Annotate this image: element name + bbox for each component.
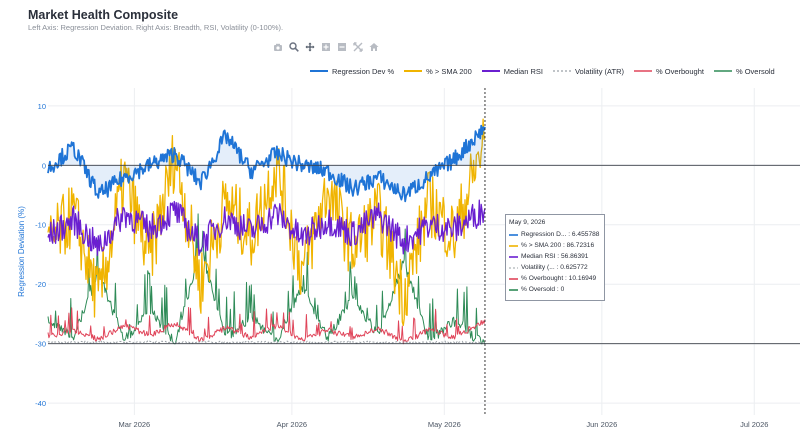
series-line-pct-overbought xyxy=(47,307,486,345)
legend-item-volatility-atr[interactable]: Volatility (ATR) xyxy=(552,66,624,76)
legend-label: % Overbought xyxy=(656,66,704,76)
y-tick-label: -40 xyxy=(35,399,46,408)
hover-tooltip: May 9, 2026 Regression D... : 6.455788 %… xyxy=(505,214,605,301)
x-tick-label: Apr 2026 xyxy=(277,420,307,429)
x-tick-label: Jul 2026 xyxy=(740,420,768,429)
axes-layer: 10 0 -10 -20 -30 -40 Mar 2026 Apr 2026 May 2026 J… xyxy=(17,88,800,429)
pan-icon[interactable] xyxy=(304,42,315,53)
tooltip-row-pct-overbought: % Overbought : 10.16949 xyxy=(509,274,596,283)
zoom-out-icon[interactable] xyxy=(336,42,347,53)
legend-item-median-rsi[interactable]: Median RSI xyxy=(481,66,543,76)
x-tick-label: Jun 2026 xyxy=(586,420,617,429)
chart-title: Market Health Composite xyxy=(28,8,179,22)
chart-legend: Regression Dev % % > SMA 200 Median RSI … xyxy=(310,64,775,78)
camera-icon[interactable] xyxy=(272,42,283,53)
gridlines xyxy=(48,88,800,415)
series-line-regression-dev xyxy=(47,124,486,203)
series-layer xyxy=(47,118,486,345)
tooltip-text: Regression D... : 6.455788 xyxy=(521,231,600,238)
series-line-pct-above-sma200 xyxy=(47,118,486,327)
home-icon[interactable] xyxy=(368,42,379,53)
legend-label: Volatility (ATR) xyxy=(574,66,624,76)
y-tick-label: -10 xyxy=(35,221,46,230)
legend-item-regression-dev[interactable]: Regression Dev % xyxy=(310,67,394,76)
legend-label: % > SMA 200 xyxy=(426,66,472,76)
x-tick-label: Mar 2026 xyxy=(119,420,151,429)
tooltip-row-pct-above-sma200: % > SMA 200 : 86.72316 xyxy=(509,241,594,250)
x-tick-label: May 2026 xyxy=(428,420,461,429)
legend-swatch-median-rsi xyxy=(481,70,500,72)
series-line-pct-oversold xyxy=(47,213,486,345)
legend-swatch-volatility-atr xyxy=(552,70,571,72)
legend-item-pct-overbought[interactable]: % Overbought xyxy=(634,67,704,76)
y-tick-label: -20 xyxy=(35,280,46,289)
legend-swatch-pct-oversold xyxy=(713,70,732,72)
y-tick-label: 10 xyxy=(38,102,46,111)
legend-item-pct-oversold[interactable]: % Oversold xyxy=(713,66,775,76)
tooltip-date: May 9, 2026 xyxy=(509,219,546,226)
legend-swatch-pct-above-sma200 xyxy=(404,70,423,72)
tooltip-row-volatility: Volatility (... : 0.625772 xyxy=(509,263,588,272)
regression-fill-area xyxy=(48,125,485,202)
y-tick-label: 0 xyxy=(42,161,46,170)
y-tick-label: -30 xyxy=(35,340,46,349)
tooltip-row-median-rsi: Median RSI : 56.86391 xyxy=(509,252,588,261)
legend-label: Median RSI xyxy=(503,66,543,76)
zoom-icon[interactable] xyxy=(288,42,299,53)
legend-swatch-pct-overbought xyxy=(634,70,652,72)
modebar xyxy=(272,40,379,54)
tooltip-row-pct-oversold: % Oversold : 0 xyxy=(509,285,564,294)
y-axis-title: Regression Deviation (%) xyxy=(17,206,26,297)
tooltip-text: % > SMA 200 : 86.72316 xyxy=(521,242,595,249)
chart-subtitle: Left Axis: Regression Deviation. Right A… xyxy=(28,23,284,32)
zoom-in-icon[interactable] xyxy=(320,42,331,53)
series-line-volatility-atr xyxy=(47,340,486,344)
tooltip-text: Volatility (... : 0.625772 xyxy=(521,264,588,271)
legend-label: Regression Dev % xyxy=(332,66,395,76)
series-line-median-rsi xyxy=(47,199,486,257)
legend-item-pct-above-sma200[interactable]: % > SMA 200 xyxy=(404,67,472,76)
autoscale-icon[interactable] xyxy=(352,42,363,53)
tooltip-text: % Oversold : 0 xyxy=(521,286,565,293)
legend-label: % Oversold xyxy=(735,66,775,76)
legend-swatch-regression-dev xyxy=(310,70,328,72)
tooltip-text: % Overbought : 10.16949 xyxy=(521,275,597,282)
tooltip-text: Median RSI : 56.86391 xyxy=(521,253,589,260)
tooltip-row-regression-dev: Regression D... : 6.455788 xyxy=(509,230,599,239)
